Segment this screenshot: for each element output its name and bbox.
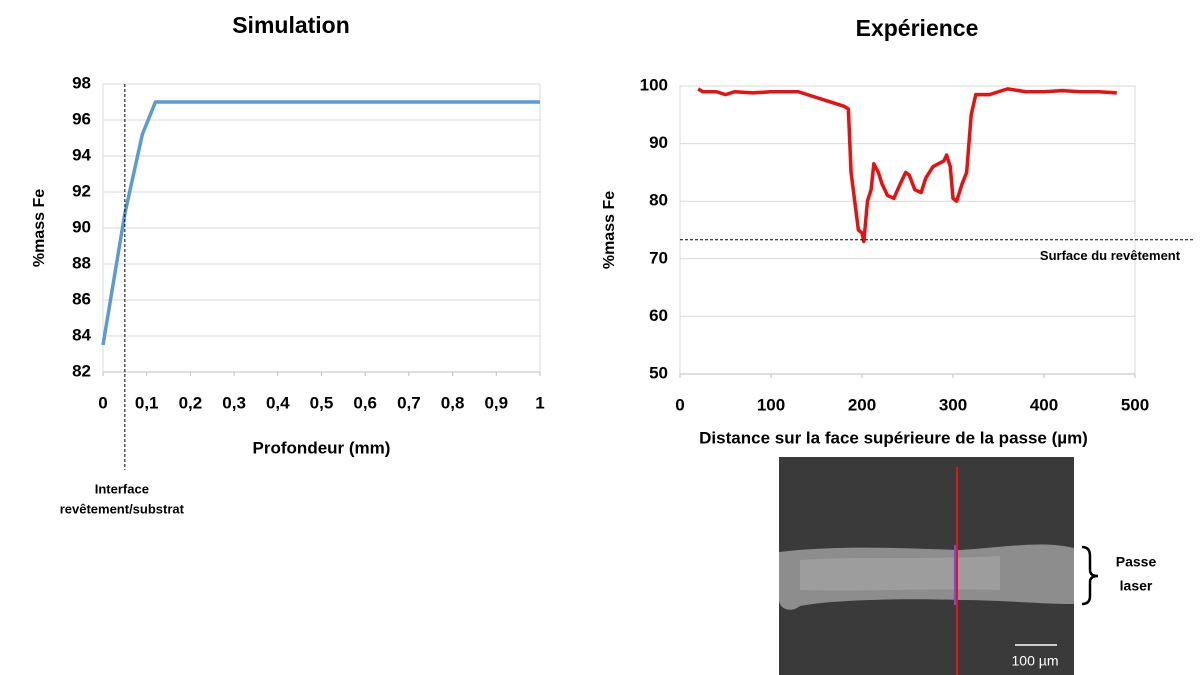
x-axis-label: Profondeur (mm)	[253, 438, 391, 457]
reference-label: Surface du revêtement	[1040, 248, 1181, 263]
y-tick-label: 98	[72, 73, 91, 92]
x-tick-label: 0,3	[222, 393, 246, 412]
y-tick-label: 70	[649, 248, 668, 267]
x-tick-label: 0,2	[179, 393, 203, 412]
data-line	[101, 100, 540, 346]
y-tick-label: 82	[72, 361, 91, 380]
sem-image: 100 µm Passe laser	[779, 457, 1156, 675]
y-tick-label: 94	[72, 145, 91, 164]
x-tick-label: 0,7	[397, 393, 421, 412]
y-tick-label: 50	[649, 363, 668, 382]
x-tick-label: 0	[675, 395, 684, 414]
x-tick-label: 0,8	[441, 393, 465, 412]
bracket	[1081, 545, 1099, 606]
y-tick-label: 90	[72, 217, 91, 236]
chart-title: Simulation	[232, 12, 350, 38]
y-axis-label: %mass Fe	[31, 189, 48, 267]
x-tick-label: 0,5	[310, 393, 334, 412]
x-tick-label: 100	[757, 395, 785, 414]
y-tick-label: 96	[72, 109, 91, 128]
y-tick-label: 60	[649, 306, 668, 325]
x-tick-label: 1	[535, 393, 544, 412]
bracket-label: Passe	[1116, 554, 1157, 570]
y-tick-label: 84	[72, 325, 91, 344]
x-axis-label: Distance sur la face supérieure de la pa…	[699, 428, 1088, 447]
y-tick-label: 88	[72, 253, 91, 272]
bracket-label: laser	[1120, 578, 1153, 594]
data-line	[697, 87, 1117, 244]
reference-label: revêtement/substrat	[60, 501, 185, 516]
plot-frame	[679, 85, 1136, 375]
x-tick-label: 0,6	[353, 393, 377, 412]
chart-title: Expérience	[856, 15, 979, 41]
x-tick-label: 0,4	[266, 393, 290, 412]
y-axis-label: %mass Fe	[601, 191, 618, 269]
x-tick-label: 0,9	[484, 393, 508, 412]
y-tick-label: 80	[649, 191, 668, 210]
scale-label: 100 µm	[1012, 653, 1059, 669]
y-tick-label: 86	[72, 289, 91, 308]
x-tick-label: 500	[1121, 395, 1149, 414]
y-tick-label: 100	[640, 75, 668, 94]
x-tick-label: 0,1	[135, 393, 159, 412]
x-tick-label: 200	[848, 395, 876, 414]
sem-track-highlight	[800, 556, 1000, 591]
y-tick-label: 92	[72, 181, 91, 200]
reference-label: Interface	[95, 481, 149, 496]
x-tick-label: 0	[98, 393, 107, 412]
x-tick-label: 300	[939, 395, 967, 414]
y-tick-label: 90	[649, 133, 668, 152]
x-tick-label: 400	[1030, 395, 1058, 414]
